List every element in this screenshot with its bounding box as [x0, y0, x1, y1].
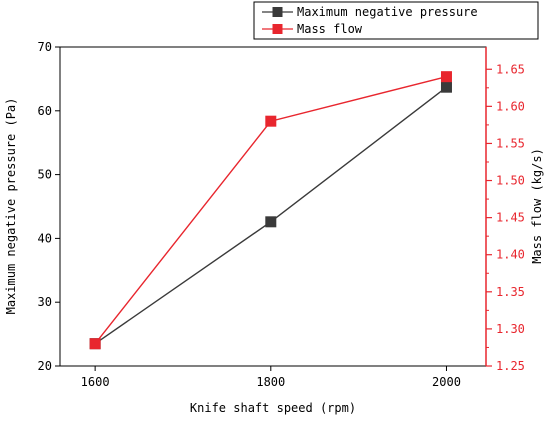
- right-axis-label: Mass flow (kg/s): [530, 148, 544, 264]
- right-tick-label: 1.40: [496, 248, 525, 262]
- left-axis-label: Maximum negative pressure (Pa): [4, 98, 18, 315]
- right-tick-label: 1.35: [496, 285, 525, 299]
- plot-area-frame: [59, 46, 487, 367]
- x-tick-label: 1800: [256, 375, 285, 389]
- x-tick-label: 2000: [432, 375, 461, 389]
- legend-label-pressure: Maximum negative pressure: [297, 5, 478, 19]
- x-axis-label: Knife shaft speed (rpm): [190, 401, 356, 415]
- data-point-pressure: [440, 81, 452, 93]
- right-tick-label: 1.65: [496, 62, 525, 76]
- left-tick-label: 20: [38, 359, 52, 373]
- left-tick-label: 30: [38, 295, 52, 309]
- legend-swatch-marker-pressure: [272, 7, 283, 17]
- right-axis: 1.25 1.30 1.35 1.40 1.45 1.50 1.55 1.60 1.65: [485, 47, 525, 373]
- right-tick-label: 1.45: [496, 211, 525, 225]
- left-tick-label: 60: [38, 104, 52, 118]
- data-point-mass-flow: [440, 71, 452, 83]
- series-layer: [89, 71, 452, 350]
- right-tick-label: 1.60: [496, 99, 525, 113]
- left-tick-label: 70: [38, 40, 52, 54]
- right-tick-label: 1.50: [496, 174, 525, 188]
- left-axis: 20 30 40 50 60 70: [38, 40, 60, 373]
- right-tick-label: 1.25: [496, 359, 525, 373]
- bottom-axis: 1600 1800 2000: [81, 366, 461, 389]
- legend-swatch-marker-massflow: [272, 24, 283, 34]
- left-tick-label: 50: [38, 168, 52, 182]
- data-point-pressure: [265, 216, 277, 228]
- legend-label-massflow: Mass flow: [297, 22, 363, 36]
- legend-box: [253, 1, 539, 40]
- data-point-mass-flow: [265, 115, 277, 127]
- right-tick-label: 1.30: [496, 322, 525, 336]
- right-tick-label: 1.55: [496, 136, 525, 150]
- left-tick-label: 40: [38, 231, 52, 245]
- x-tick-label: 1600: [81, 375, 110, 389]
- legend: Maximum negative pressure Mass flow: [253, 1, 539, 40]
- data-point-mass-flow: [89, 338, 101, 350]
